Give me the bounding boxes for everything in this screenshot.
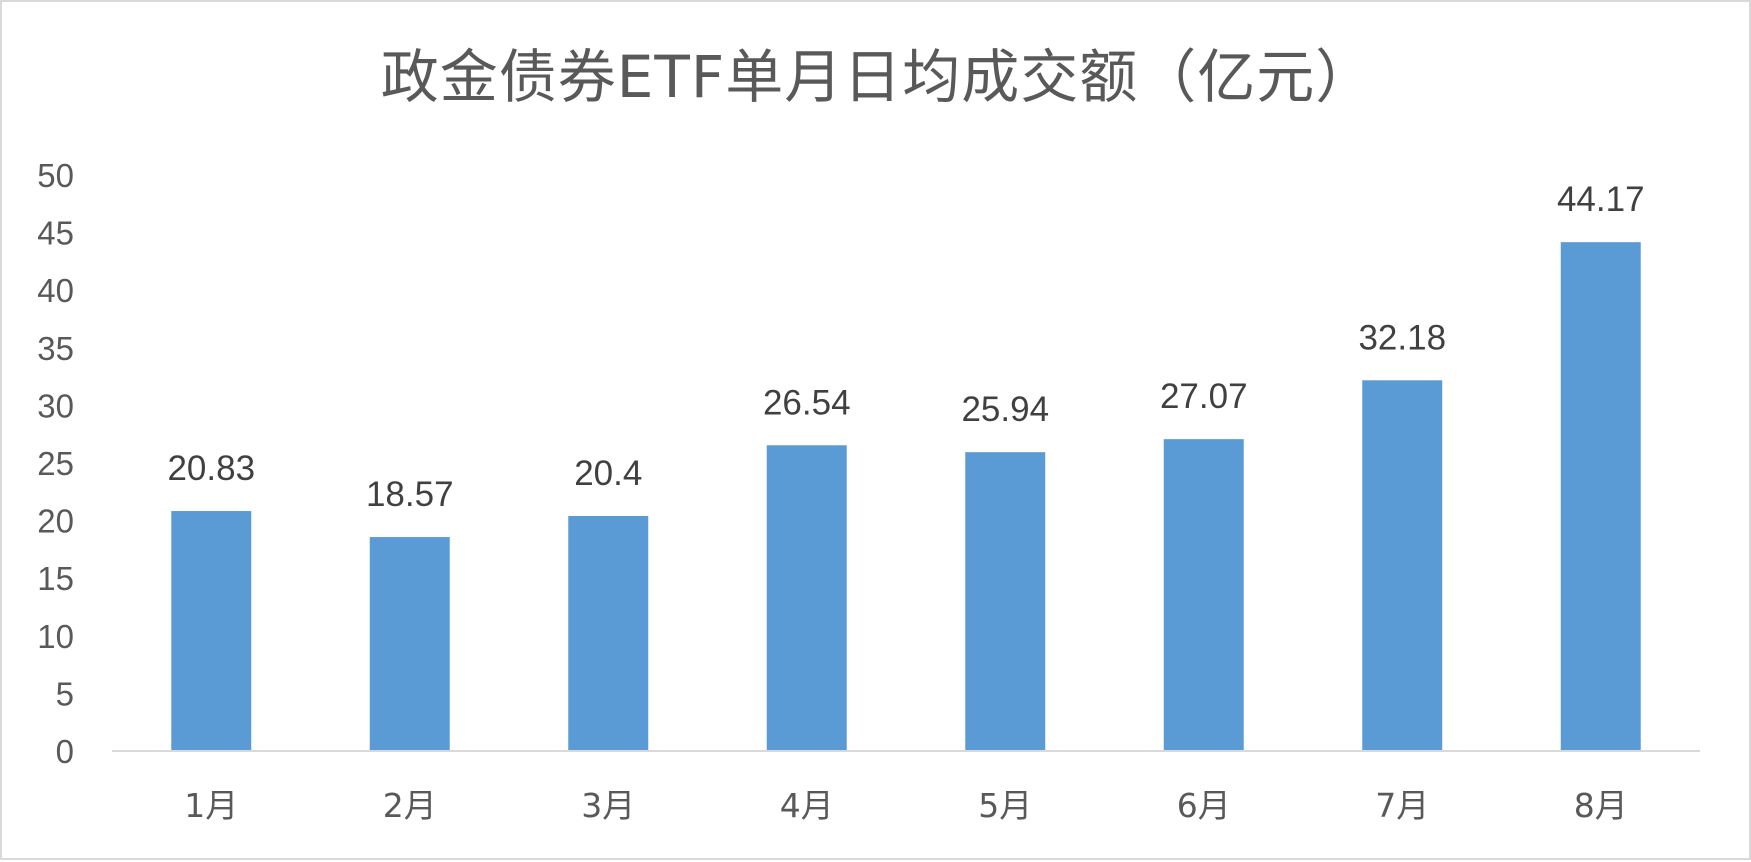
y-tick-label: 25 xyxy=(37,445,74,482)
y-tick-label: 40 xyxy=(37,272,74,309)
chart-title: 政金债券ETF单月日均成交额（亿元） xyxy=(380,43,1375,111)
x-tick-label: 2月 xyxy=(383,786,437,825)
x-tick-label: 5月 xyxy=(978,786,1032,825)
y-tick-label: 15 xyxy=(37,560,74,597)
bar-6 xyxy=(1163,439,1244,751)
bar-5 xyxy=(965,452,1046,751)
data-label: 26.54 xyxy=(763,383,851,422)
x-tick-label: 3月 xyxy=(581,786,635,825)
data-label: 20.4 xyxy=(574,454,642,493)
x-tick-label: 6月 xyxy=(1177,786,1231,825)
bar-7 xyxy=(1362,380,1443,751)
y-tick-label: 5 xyxy=(56,675,74,712)
x-tick-label: 8月 xyxy=(1574,786,1628,825)
x-tick-label: 7月 xyxy=(1375,786,1429,825)
data-label: 18.57 xyxy=(366,475,454,514)
data-label: 27.07 xyxy=(1160,377,1248,416)
data-labels: 20.83 18.57 20.4 26.54 25.94 27.07 32.18 44.17 xyxy=(167,180,1644,514)
y-tick-label: 35 xyxy=(37,330,74,367)
bar-4 xyxy=(766,445,847,751)
bar-8 xyxy=(1560,242,1641,751)
bar-series xyxy=(171,242,1641,751)
y-tick-label: 0 xyxy=(56,733,74,770)
y-tick-label: 20 xyxy=(37,503,74,540)
x-axis-ticks: 1月 2月 3月 4月 5月 6月 7月 8月 xyxy=(184,786,1628,825)
data-label: 32.18 xyxy=(1358,318,1446,357)
data-label: 44.17 xyxy=(1557,180,1645,219)
bar-3 xyxy=(568,515,649,751)
bar-1 xyxy=(171,511,252,751)
bar-2 xyxy=(369,537,450,751)
x-tick-label: 1月 xyxy=(184,786,238,825)
y-axis-ticks: 0 5 10 15 20 25 30 35 40 45 50 xyxy=(37,157,74,770)
y-tick-label: 45 xyxy=(37,215,74,252)
y-tick-label: 50 xyxy=(37,157,74,194)
data-label: 20.83 xyxy=(167,449,255,488)
y-tick-label: 10 xyxy=(37,618,74,655)
y-tick-label: 30 xyxy=(37,387,74,424)
x-tick-label: 4月 xyxy=(780,786,834,825)
data-label: 25.94 xyxy=(961,390,1049,429)
